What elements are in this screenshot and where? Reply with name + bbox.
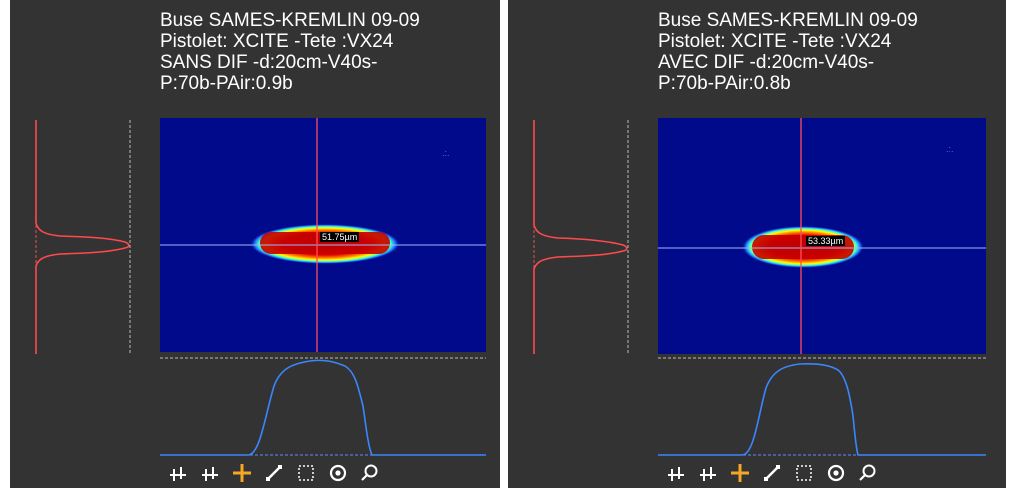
horizontal-profile-plot	[658, 356, 986, 459]
title-line: Buse SAMES-KREMLIN 09-09	[160, 10, 420, 31]
title-line: AVEC DIF -d:20cm-V40s-	[658, 52, 875, 73]
corner-noise: .:.	[946, 144, 954, 154]
rect-select-icon[interactable]	[792, 461, 816, 485]
crosshair-alt-icon[interactable]	[198, 461, 222, 485]
title-line: Pistolet: XCITE -Tete :VX24	[658, 31, 892, 52]
line-measure-icon[interactable]	[262, 461, 286, 485]
horizontal-profile-curve	[658, 362, 986, 456]
vertical-profile-curve	[35, 120, 130, 354]
line-measure-icon[interactable]	[760, 461, 784, 485]
plus-cursor-icon[interactable]	[728, 461, 752, 485]
vertical-profile-plot	[30, 118, 140, 358]
analysis-toolbar	[664, 461, 880, 485]
beam-panel-left: Buse SAMES-KREMLIN 09-09 Pistolet: XCITE…	[10, 0, 500, 488]
beam-heatmap[interactable]: .:. 51.75µm	[160, 118, 486, 352]
rect-select-icon[interactable]	[294, 461, 318, 485]
analysis-toolbar	[166, 461, 382, 485]
corner-noise: .:.	[442, 148, 450, 158]
title-line: P:70b-PAir:0.8b	[658, 73, 791, 94]
panel-title: Buse SAMES-KREMLIN 09-09 Pistolet: XCITE…	[160, 10, 420, 94]
beam-panel-right: Buse SAMES-KREMLIN 09-09 Pistolet: XCITE…	[508, 0, 1006, 488]
beam-heatmap[interactable]: .:. 53.33µm	[658, 118, 986, 354]
vertical-profile-curve	[533, 120, 628, 354]
zoom-icon[interactable]	[358, 461, 382, 485]
title-line: P:70b-PAir:0.9b	[160, 73, 293, 94]
horizontal-profile-plot	[160, 356, 486, 459]
zoom-icon[interactable]	[856, 461, 880, 485]
title-line: SANS DIF -d:20cm-V40s-	[160, 52, 378, 73]
beam-width-label: 51.75µm	[320, 232, 360, 242]
horizontal-profile-curve	[160, 359, 486, 456]
beam-width-label: 53.33µm	[806, 236, 846, 246]
circle-target-icon[interactable]	[326, 461, 350, 485]
crosshair-alt-icon[interactable]	[696, 461, 720, 485]
title-line: Pistolet: XCITE -Tete :VX24	[160, 31, 394, 52]
panel-title: Buse SAMES-KREMLIN 09-09 Pistolet: XCITE…	[658, 10, 918, 94]
circle-target-icon[interactable]	[824, 461, 848, 485]
title-line: Buse SAMES-KREMLIN 09-09	[658, 10, 918, 31]
crosshair-icon[interactable]	[664, 461, 688, 485]
plus-cursor-icon[interactable]	[230, 461, 254, 485]
crosshair-icon[interactable]	[166, 461, 190, 485]
vertical-profile-plot	[528, 118, 638, 358]
